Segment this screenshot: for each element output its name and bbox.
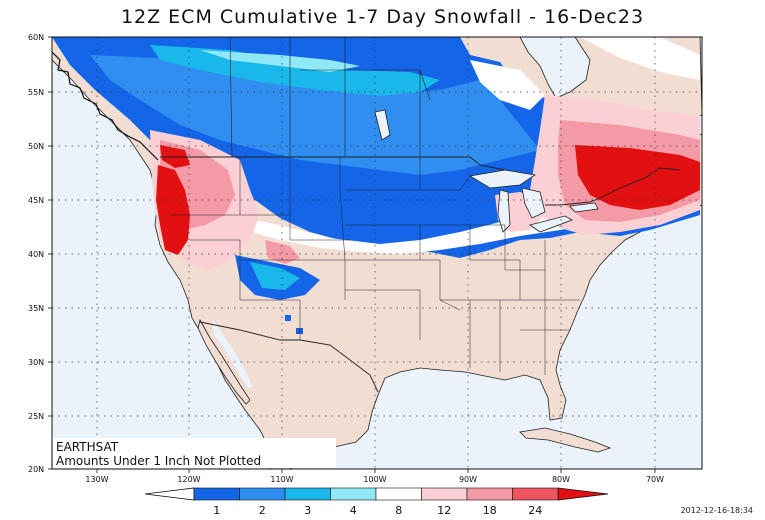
snow-west-red-north <box>160 145 190 168</box>
land-cuba <box>519 427 612 453</box>
lon-label: 70W <box>646 475 664 484</box>
colorbar-tick-label: 3 <box>304 504 311 517</box>
snow-ne-red <box>575 145 700 210</box>
graticule <box>52 37 702 469</box>
lake-winnipeg <box>374 109 391 141</box>
tick-marks <box>48 36 656 473</box>
snow-band-white-arctic <box>580 37 700 80</box>
colorbar-segment <box>193 487 240 501</box>
snow-band-white-plains <box>230 196 660 254</box>
colorbar-right-arrow <box>557 487 609 501</box>
map-frame <box>51 36 703 470</box>
map-content: EARTHSAT Amounts Under 1 Inch Not Plotte… <box>52 37 702 469</box>
lake-ontario <box>569 202 599 213</box>
lat-label: 25N <box>28 412 44 421</box>
timestamp: 2012-12-16-18:34 <box>680 506 753 515</box>
colorbar-segment <box>239 487 286 501</box>
snow-band-canada-3in <box>90 55 540 175</box>
lon-label: 130W <box>85 475 108 484</box>
note-box <box>53 438 336 468</box>
lat-label: 40N <box>28 250 44 259</box>
lon-label: 80W <box>552 475 570 484</box>
colorbar-left-arrow <box>144 487 195 501</box>
map-title: 12Z ECM Cumulative 1-7 Day Snowfall - 16… <box>120 6 645 28</box>
colorbar-segment <box>330 487 377 501</box>
colorbar-tick-label: 1 <box>213 504 220 517</box>
lat-label: 20N <box>28 465 44 474</box>
lat-label: 35N <box>28 304 44 313</box>
snow-band-light-cyan <box>200 50 360 72</box>
colorbar-segment <box>466 487 513 501</box>
colorbar-labels: 1 2 3 4 8 12 18 24 <box>213 504 542 517</box>
snow-band-cyan-north <box>150 45 440 96</box>
lon-label: 100W <box>363 475 386 484</box>
lake-superior <box>468 169 537 189</box>
border-us-canada <box>160 156 681 206</box>
colorbar-tick-label: 24 <box>528 504 542 517</box>
land-baja <box>197 318 251 405</box>
province-borders <box>229 37 431 158</box>
colorbar-tick-label: 8 <box>395 504 402 517</box>
coastline-bc <box>52 51 159 161</box>
snow-rockies-pink <box>265 240 300 264</box>
colorbar-segment <box>512 487 559 501</box>
state-borders <box>170 157 580 375</box>
border-us-mexico <box>199 321 379 393</box>
note-text: Amounts Under 1 Inch Not Plotted <box>56 454 261 468</box>
lat-labels: 60N 55N 50N 45N 40N 35N 30N 25N 20N <box>28 33 44 474</box>
lat-label: 55N <box>28 88 44 97</box>
lon-labels: 130W 120W 110W 100W 90W 80W 70W <box>85 475 664 484</box>
colorbar-segment <box>284 487 331 501</box>
lat-label: 45N <box>28 196 44 205</box>
colorbar-segment <box>375 487 422 501</box>
lon-label: 90W <box>459 475 477 484</box>
colorbar-tick-label: 2 <box>259 504 266 517</box>
colorbar-segment <box>421 487 468 501</box>
gulf-of-california <box>212 318 252 388</box>
credit-text: EARTHSAT <box>56 440 119 454</box>
hudson-bay <box>519 37 591 99</box>
lake-huron <box>521 187 546 219</box>
snow-rockies-cyan <box>250 262 300 290</box>
snow-west-red <box>156 165 190 255</box>
lake-erie <box>529 215 573 233</box>
snow-band-white-north <box>470 60 545 110</box>
snow-az-blob-2 <box>296 328 303 334</box>
colorbar <box>144 487 609 501</box>
lon-label: 120W <box>177 475 200 484</box>
lat-label: 30N <box>28 358 44 367</box>
colorbar-tick-label: 12 <box>437 504 451 517</box>
snow-az-blob <box>285 315 291 321</box>
lat-label: 60N <box>28 33 44 42</box>
lon-label: 110W <box>270 475 293 484</box>
lat-label: 50N <box>28 142 44 151</box>
lake-michigan <box>497 189 511 233</box>
colorbar-tick-label: 18 <box>483 504 497 517</box>
colorbar-tick-label: 4 <box>350 504 357 517</box>
